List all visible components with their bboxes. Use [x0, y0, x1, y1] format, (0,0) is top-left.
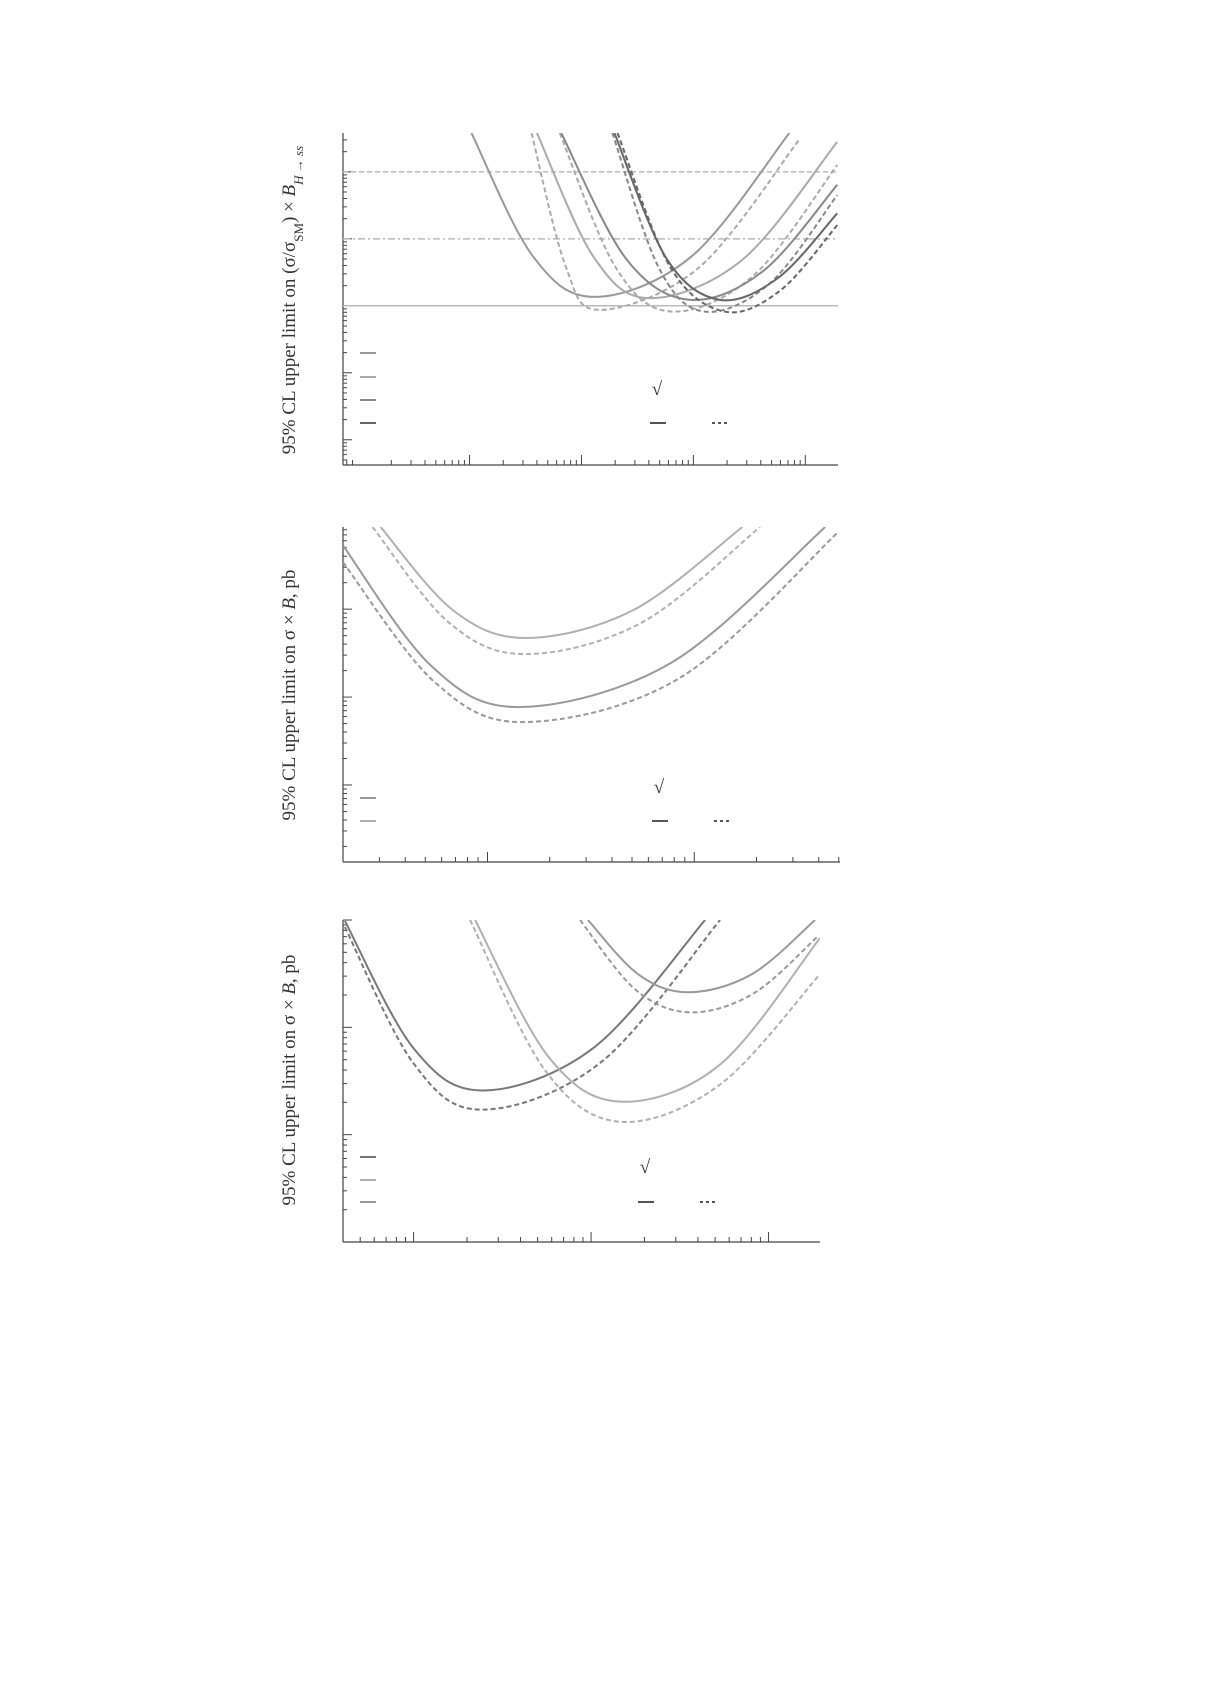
- curve: [343, 531, 839, 724]
- y-axis-label-part: SM: [291, 223, 306, 242]
- y-axis-label-part: B: [279, 983, 300, 995]
- curve: [579, 920, 819, 1014]
- curve: [587, 920, 816, 994]
- chart: √ 95% CL upper limit on (σ/σSM) × BH → ss: [279, 133, 838, 466]
- curve: [371, 527, 761, 656]
- y-axis-label-part: ) ×: [279, 196, 300, 223]
- y-axis-label-part: , pb: [279, 955, 300, 984]
- y-axis-label-part: 95% CL upper limit on σ ×: [279, 995, 300, 1206]
- curve: [558, 133, 838, 313]
- y-axis-label: 95% CL upper limit on σ × B, pb: [279, 955, 300, 1206]
- y-axis-label-part: H → ss: [291, 146, 306, 186]
- y-axis-label-part: B: [279, 184, 300, 196]
- curve: [536, 133, 838, 300]
- annotation: √: [652, 379, 663, 400]
- curve: [344, 920, 721, 1111]
- chart: √ 95% CL upper limit on σ × B, pb: [279, 919, 820, 1243]
- y-axis-label-part: B: [279, 598, 300, 610]
- chart: √ 95% CL upper limit on σ × B, pb: [279, 527, 840, 863]
- curve: [474, 920, 820, 1103]
- curve: [379, 527, 744, 639]
- curve: [530, 133, 800, 311]
- curve: [469, 920, 820, 1123]
- curve: [611, 133, 838, 313]
- y-axis-label-part: 95% CL upper limit on (σ/σ: [279, 242, 300, 454]
- y-axis-label: 95% CL upper limit on (σ/σSM) × BH → ss: [279, 146, 306, 454]
- curve: [470, 133, 791, 298]
- y-axis-label: 95% CL upper limit on σ × B, pb: [279, 570, 300, 821]
- curve: [560, 133, 838, 302]
- curve: [616, 133, 838, 314]
- curve: [344, 920, 706, 1092]
- curve: [613, 133, 838, 302]
- y-axis-label-part: 95% CL upper limit on σ ×: [279, 610, 300, 821]
- y-axis-label-part: , pb: [279, 570, 300, 599]
- curve: [343, 527, 826, 709]
- annotation: √: [654, 777, 665, 798]
- annotation: √: [640, 1157, 651, 1178]
